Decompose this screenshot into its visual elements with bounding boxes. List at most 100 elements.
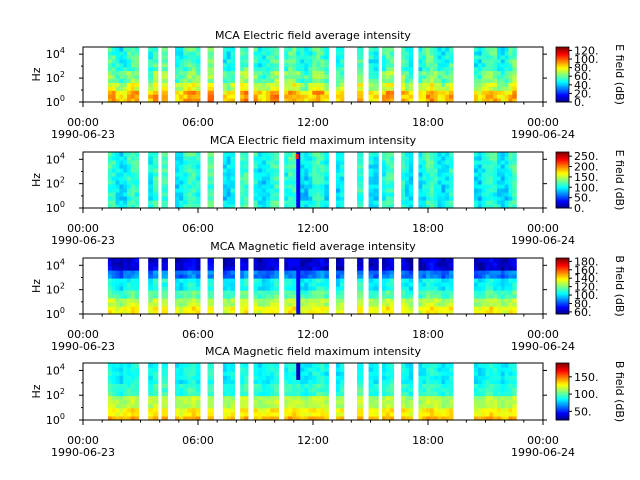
heatmap-cell <box>195 387 201 393</box>
heatmap-cell <box>426 156 431 161</box>
heatmap-cell <box>300 379 305 384</box>
heatmap-cell <box>339 78 345 83</box>
heatmap-cell <box>449 290 454 295</box>
colorbar-segment <box>556 391 569 394</box>
heatmap-cell <box>288 192 293 197</box>
heatmap-cell <box>316 58 321 64</box>
heatmap-cell <box>261 192 267 197</box>
heatmap-cell <box>433 407 439 413</box>
heatmap-cell <box>316 47 321 52</box>
heatmap-cell <box>316 363 321 368</box>
heatmap-cell <box>152 367 159 372</box>
heatmap-cell <box>493 387 498 393</box>
colorbar-segment <box>556 277 569 280</box>
heatmap-cell <box>111 90 117 95</box>
colorbar-segment <box>556 367 569 370</box>
heatmap-cell <box>111 298 117 303</box>
colorbar-segment <box>556 170 569 173</box>
heatmap-cell <box>497 270 502 275</box>
heatmap-cell <box>207 204 214 209</box>
heatmap-cell <box>493 90 498 95</box>
heatmap-cell <box>240 164 245 169</box>
heatmap-cell <box>257 278 263 283</box>
heatmap-cell <box>274 82 280 87</box>
heatmap-cell <box>382 270 387 275</box>
heatmap-cell <box>497 399 502 405</box>
heatmap-cell <box>320 270 325 275</box>
heatmap-cell <box>474 403 479 409</box>
heatmap-cell <box>373 78 379 83</box>
heatmap-cell <box>320 184 325 189</box>
heatmap-cell <box>485 204 490 209</box>
heatmap-cell <box>179 164 184 169</box>
heatmap-cell <box>266 282 271 287</box>
heatmap-cell <box>296 395 301 401</box>
heatmap-cell <box>261 286 267 291</box>
heatmap-cell <box>500 94 506 99</box>
heatmap-cell <box>253 363 259 368</box>
heatmap-cell <box>401 47 406 52</box>
heatmap-cell <box>357 383 364 389</box>
heatmap-cell <box>274 266 280 271</box>
heatmap-cell <box>111 379 117 384</box>
colorbar-segment <box>556 64 569 67</box>
heatmap-cell <box>320 407 325 413</box>
heatmap-cell <box>111 411 117 417</box>
colorbar-segment <box>556 154 569 157</box>
heatmap-cell <box>253 286 259 291</box>
colorbar-segment <box>556 192 569 195</box>
heatmap-cell <box>308 192 313 197</box>
heatmap-cell <box>261 310 267 315</box>
heatmap-cell <box>441 286 446 291</box>
heatmap-cell <box>175 192 180 197</box>
heatmap-cell <box>253 290 259 295</box>
heatmap-cell <box>284 188 289 193</box>
heatmap-cell <box>119 278 124 283</box>
heatmap-cell <box>127 78 132 83</box>
heatmap-cell <box>300 395 305 401</box>
heatmap-cell <box>437 270 443 275</box>
heatmap-cell <box>288 180 293 185</box>
heatmap-cell <box>405 62 410 68</box>
heatmap-cell <box>261 274 267 279</box>
colorbar-segment <box>556 95 569 98</box>
heatmap-cell <box>161 152 168 157</box>
heatmap-cell <box>339 407 345 413</box>
heatmap-cell <box>429 274 435 279</box>
heatmap-cell <box>304 310 309 315</box>
heatmap-cell <box>152 200 159 205</box>
heatmap-cell <box>426 152 431 157</box>
heatmap-cell <box>152 294 159 299</box>
heatmap-cell <box>195 306 201 311</box>
heatmap-cell <box>119 78 124 83</box>
heatmap-cell <box>226 82 232 87</box>
heatmap-cell <box>508 371 513 376</box>
heatmap-cell <box>373 363 379 368</box>
heatmap-cell <box>123 188 128 193</box>
heatmap-cell <box>504 192 510 197</box>
heatmap-cell <box>320 62 325 68</box>
heatmap-cell <box>222 270 228 275</box>
heatmap-cell <box>230 196 236 201</box>
heatmap-cell <box>292 47 297 52</box>
heatmap-cell <box>244 94 249 99</box>
heatmap-cell <box>288 258 293 263</box>
heatmap-cell <box>115 310 121 315</box>
heatmap-cell <box>266 184 271 189</box>
heatmap-cell <box>316 270 321 275</box>
heatmap-cell <box>161 395 168 401</box>
heatmap-cell <box>477 411 483 417</box>
heatmap-cell <box>401 415 406 421</box>
heatmap-cell <box>304 164 309 169</box>
heatmap-cell <box>130 270 136 275</box>
heatmap-cell <box>130 70 136 76</box>
colorbar-segment <box>556 73 569 76</box>
heatmap-cell <box>148 74 154 80</box>
heatmap-cell <box>296 379 301 384</box>
heatmap-cell <box>493 168 498 173</box>
heatmap-cell <box>437 407 443 413</box>
heatmap-cell <box>433 54 439 60</box>
heatmap-cell <box>191 258 197 263</box>
heatmap-cell <box>320 383 325 389</box>
heatmap-cell <box>408 184 414 189</box>
